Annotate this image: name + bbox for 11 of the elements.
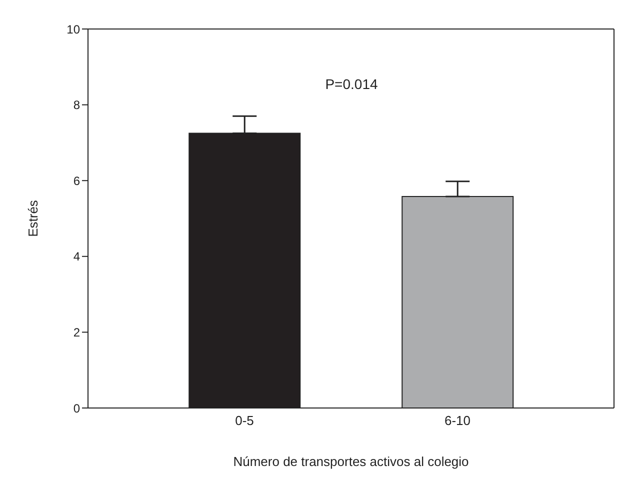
y-tick-label: 10 (66, 22, 80, 36)
annotation: P=0.014 (324, 76, 379, 92)
x-tick-label: 6-10 (444, 413, 471, 428)
y-tick-label: 6 (73, 174, 80, 188)
x-axis-title: Número de transportes activos al colegio (233, 454, 469, 469)
y-tick-label: 8 (73, 98, 80, 112)
y-tick-label: 4 (73, 250, 80, 264)
y-tick-label: 0 (73, 401, 80, 416)
x-tick-label: 0-5 (235, 413, 254, 428)
y-axis-title: Estrés (26, 200, 41, 237)
y-tick-label: 2 (73, 325, 80, 340)
